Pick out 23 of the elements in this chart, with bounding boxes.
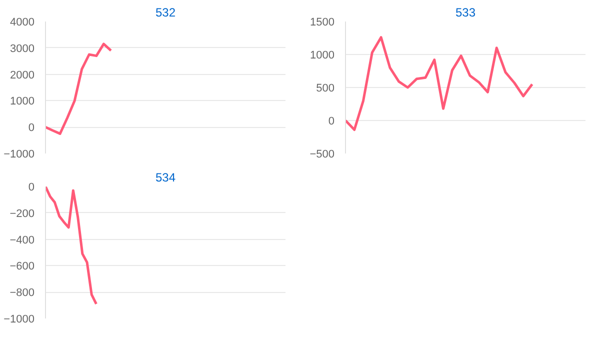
y-tick-label: 3000 (10, 42, 35, 55)
y-tick-label: 1500 (310, 16, 335, 28)
y-tick-label: 4000 (10, 16, 35, 28)
y-tick-label: −600 (10, 260, 35, 273)
line-series (346, 36, 534, 131)
line-series (46, 186, 98, 306)
y-tick-label: −400 (10, 234, 35, 246)
y-tick-label: −800 (10, 287, 35, 300)
y-tick-label: −1000 (4, 314, 35, 326)
y-tick-label: 1000 (310, 50, 335, 62)
y-tick-label: 500 (316, 82, 335, 94)
y-tick-label: −500 (310, 148, 335, 160)
chart-title: 533 (455, 6, 476, 20)
line-series (46, 42, 112, 135)
y-tick-label: 2000 (10, 69, 35, 82)
chart-title: 534 (155, 170, 176, 184)
y-tick-label: −200 (10, 208, 35, 220)
y-tick-label: 0 (28, 182, 35, 194)
y-tick-label: 0 (28, 122, 35, 134)
chart-title: 532 (155, 6, 176, 20)
y-tick-label: −1000 (4, 148, 35, 160)
y-tick-label: 0 (328, 116, 335, 128)
y-tick-label: 1000 (10, 96, 35, 108)
